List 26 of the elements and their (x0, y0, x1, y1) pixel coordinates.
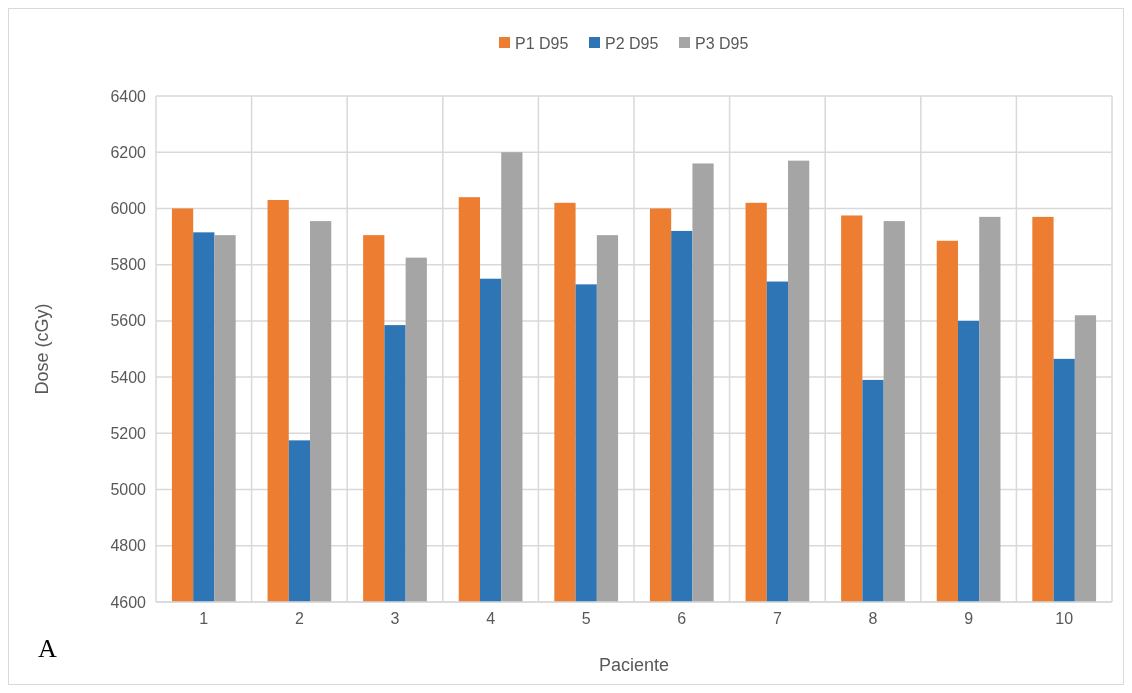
x-tick-label: 1 (199, 610, 209, 627)
x-tick-label: 9 (964, 610, 974, 627)
text: A (38, 634, 57, 663)
y-tick-label: 4800 (110, 537, 147, 555)
y-tick-label: 6400 (110, 87, 147, 105)
y-tick-label: 5200 (110, 424, 147, 442)
legend-label: P1 D95 (515, 34, 569, 52)
y-tick-label: 5800 (110, 256, 147, 274)
x-tick-label: 4 (486, 610, 496, 627)
y-tick-label: 6000 (110, 200, 147, 218)
y-tick-label: 5600 (110, 312, 147, 330)
x-tick-label: 6 (677, 610, 687, 627)
x-tick-label: 3 (390, 610, 400, 627)
x-tick-label: 8 (868, 610, 878, 627)
x-axis-title: Paciente (598, 655, 670, 675)
y-axis-title: Dose (cGy) (32, 303, 52, 395)
y-tick-label: 5000 (110, 481, 147, 499)
y-tick-label: 4600 (110, 593, 147, 611)
legend-label: P2 D95 (605, 34, 659, 52)
x-tick-label: 2 (294, 610, 304, 627)
x-tick-label: 10 (1055, 610, 1074, 627)
legend-label: P3 D95 (695, 34, 749, 52)
x-tick-label: 5 (581, 610, 591, 627)
y-tick-label: 5400 (110, 368, 147, 386)
x-tick-label: 7 (772, 610, 782, 627)
y-tick-label: 6200 (110, 143, 147, 161)
